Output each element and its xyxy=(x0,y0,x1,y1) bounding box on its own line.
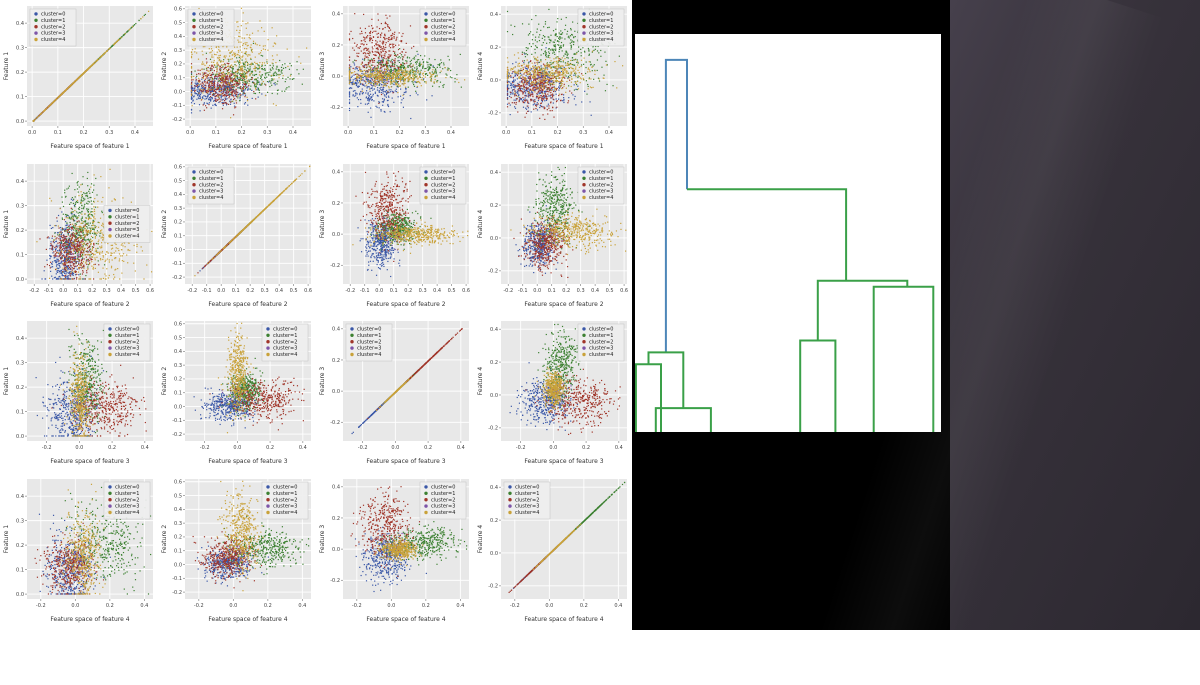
dendrogram-link-green xyxy=(647,351,685,409)
scatter-panel-1-4 xyxy=(474,0,632,158)
scatter-canvas xyxy=(0,157,158,315)
scatter-canvas xyxy=(0,315,158,472)
scatter-panel-3-4 xyxy=(474,315,632,473)
dendrogram-region xyxy=(632,0,950,630)
scatter-panel-1-1 xyxy=(0,0,158,158)
scatter-canvas xyxy=(158,472,316,630)
dendrogram-link-green xyxy=(654,407,712,432)
scatter-panel-1-2 xyxy=(158,0,316,158)
scatter-canvas xyxy=(316,0,474,157)
scatter-canvas xyxy=(158,0,316,157)
scatter-canvas xyxy=(474,157,632,315)
scatter-canvas xyxy=(474,472,632,630)
dendrogram-svg xyxy=(635,58,935,432)
scatter-panel-3-1 xyxy=(0,315,158,473)
scatter-panel-4-4 xyxy=(474,472,632,631)
scatter-canvas xyxy=(158,315,316,472)
scatter-panel-2-2 xyxy=(158,157,316,316)
dendrogram-plot xyxy=(635,34,941,432)
scatter-panel-1-3 xyxy=(316,0,474,158)
scatter-canvas xyxy=(158,157,316,315)
scatter-matrix-figure xyxy=(0,0,632,630)
scatter-panel-2-3 xyxy=(316,157,474,316)
scatter-panel-3-3 xyxy=(316,315,474,473)
scatter-canvas xyxy=(0,472,158,630)
dendrogram-link-green xyxy=(635,363,662,432)
scatter-panel-2-1 xyxy=(0,157,158,316)
scatter-canvas xyxy=(316,315,474,472)
scatter-panel-2-4 xyxy=(474,157,632,316)
scatter-canvas xyxy=(316,472,474,630)
scatter-panel-3-2 xyxy=(158,315,316,473)
scatter-canvas xyxy=(474,0,632,157)
scatter-panel-4-1 xyxy=(0,472,158,631)
side-dark-panel xyxy=(815,0,1200,685)
dendrogram-link-green xyxy=(872,285,935,432)
scatter-panel-4-2 xyxy=(158,472,316,631)
dendrogram-link-green xyxy=(687,188,848,280)
scatter-panel-4-3 xyxy=(316,472,474,631)
scatter-canvas xyxy=(474,315,632,472)
dendrogram-link-green xyxy=(799,339,837,432)
dendrogram-link-green xyxy=(816,279,909,341)
scatter-canvas xyxy=(0,0,158,157)
dendrogram-link-blue xyxy=(664,58,688,353)
scatter-canvas xyxy=(316,157,474,315)
